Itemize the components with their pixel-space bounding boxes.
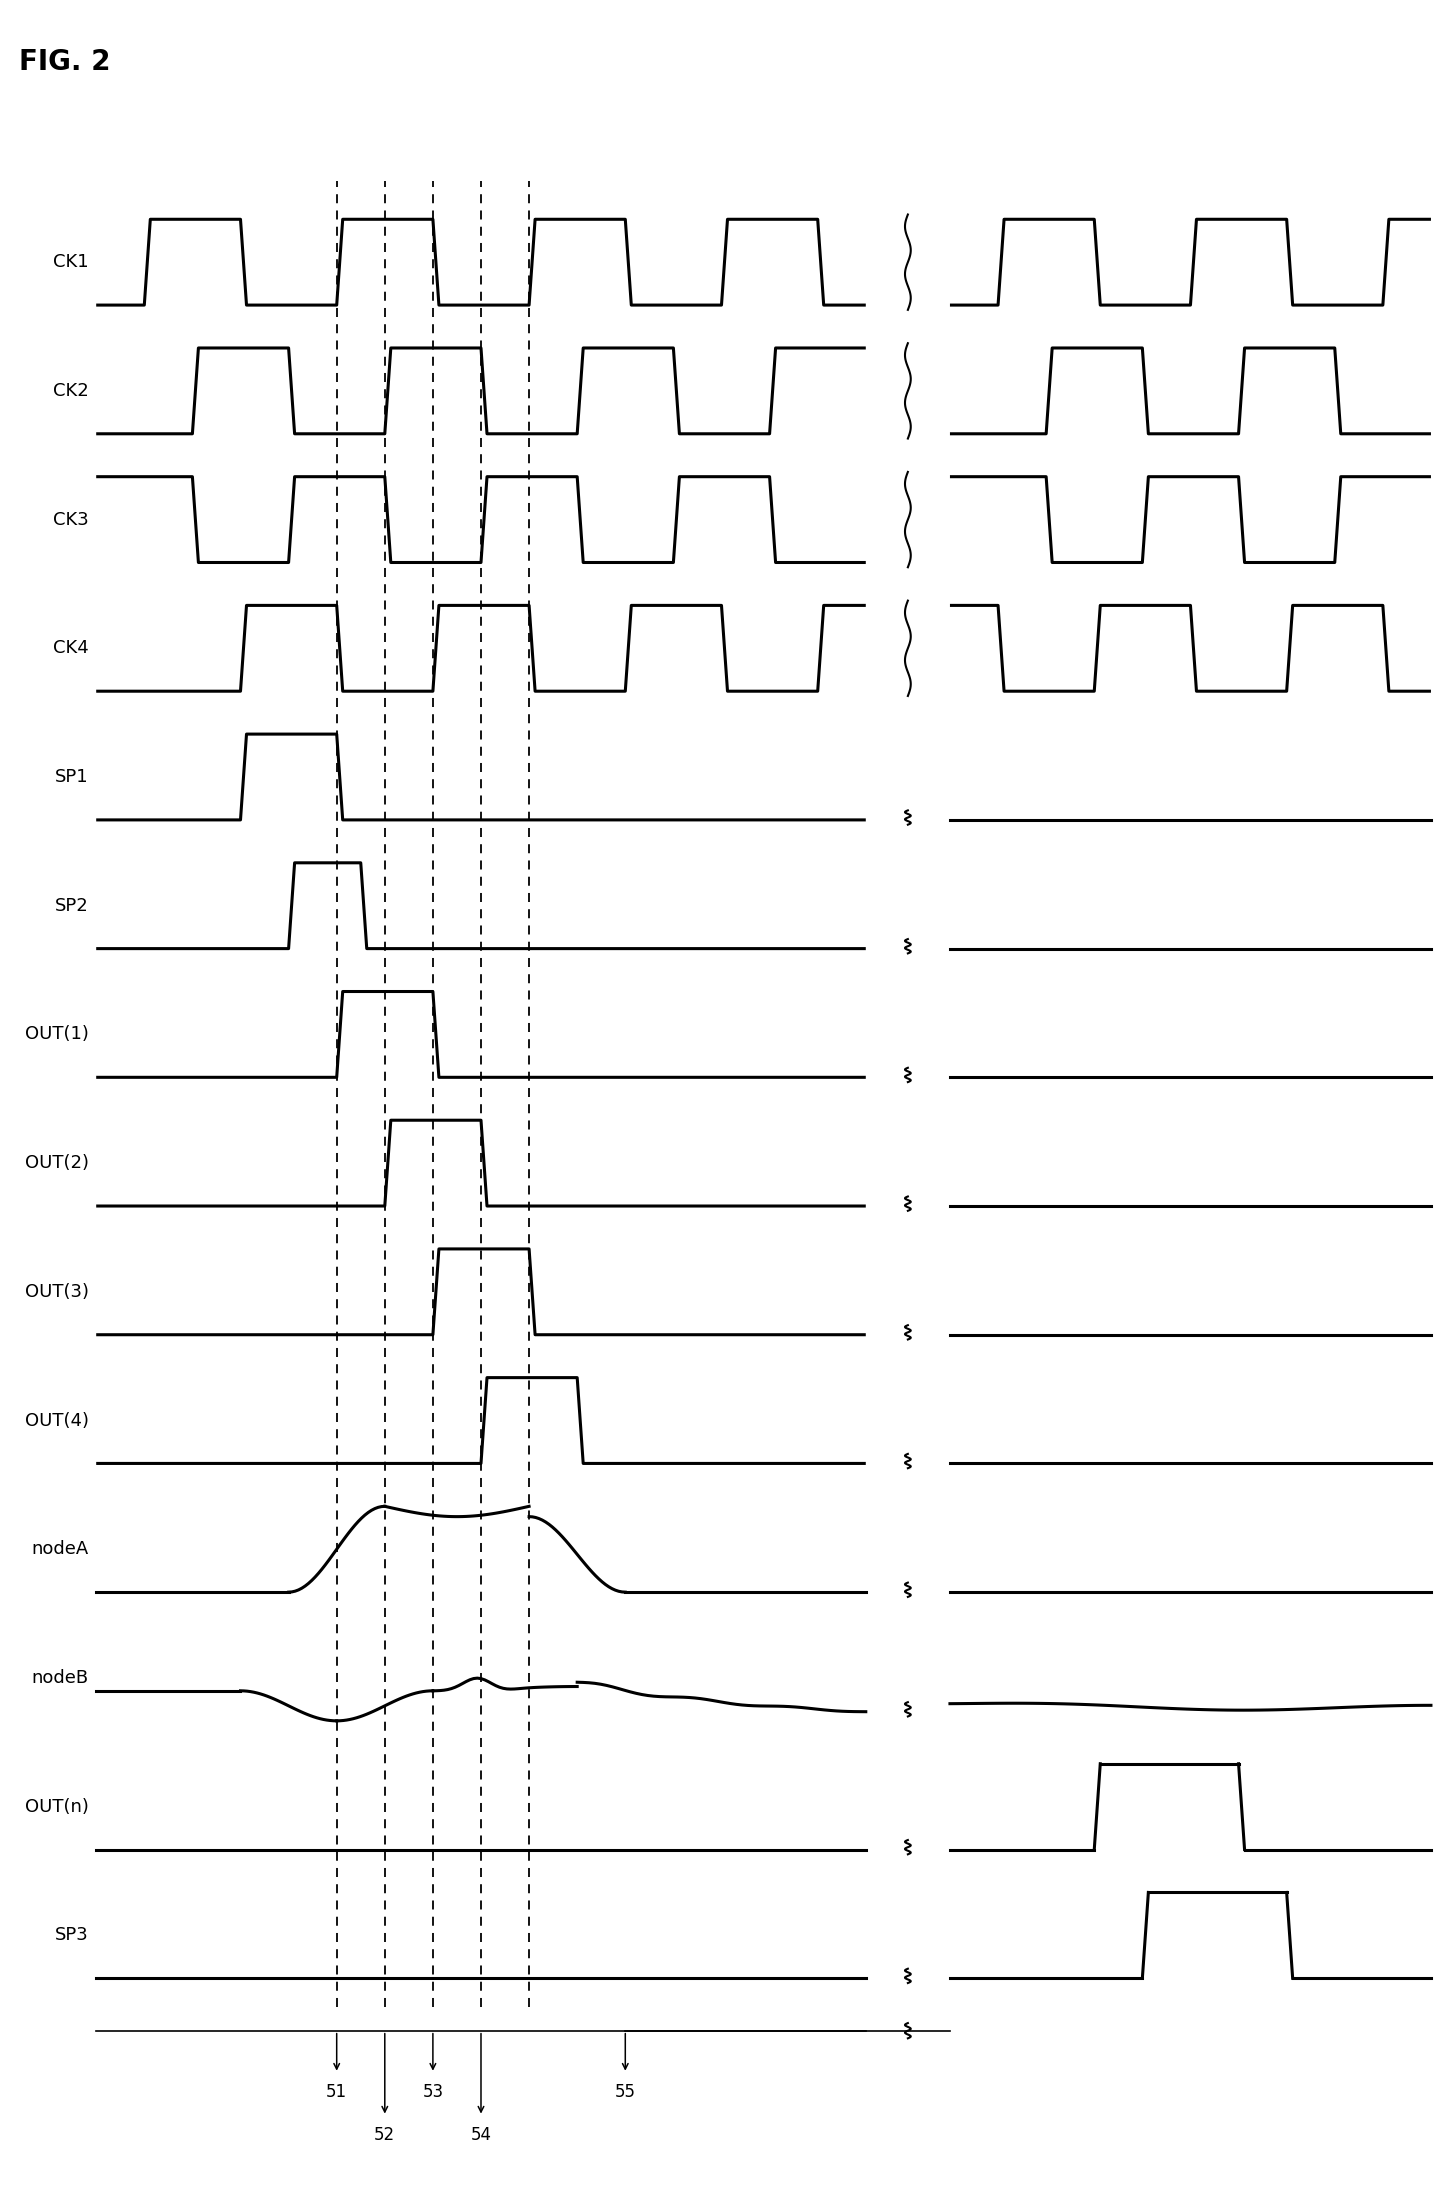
Text: 52: 52 [374,2127,396,2144]
Text: CK1: CK1 [54,254,89,271]
Text: nodeA: nodeA [32,1540,89,1558]
Text: 54: 54 [470,2127,492,2144]
Text: OUT(1): OUT(1) [25,1026,89,1044]
Text: FIG. 2: FIG. 2 [19,48,111,77]
Text: 55: 55 [615,2083,636,2100]
Text: SP1: SP1 [55,768,89,785]
Text: CK3: CK3 [54,510,89,529]
Text: CK2: CK2 [54,383,89,400]
Text: OUT(n): OUT(n) [25,1799,89,1816]
Text: nodeB: nodeB [32,1669,89,1687]
Text: SP3: SP3 [55,1925,89,1945]
Text: OUT(3): OUT(3) [25,1282,89,1302]
Text: 51: 51 [326,2083,348,2100]
Text: OUT(4): OUT(4) [25,1411,89,1429]
Text: CK4: CK4 [54,639,89,656]
Text: OUT(2): OUT(2) [25,1153,89,1173]
Text: SP2: SP2 [55,897,89,915]
Text: 53: 53 [422,2083,444,2100]
